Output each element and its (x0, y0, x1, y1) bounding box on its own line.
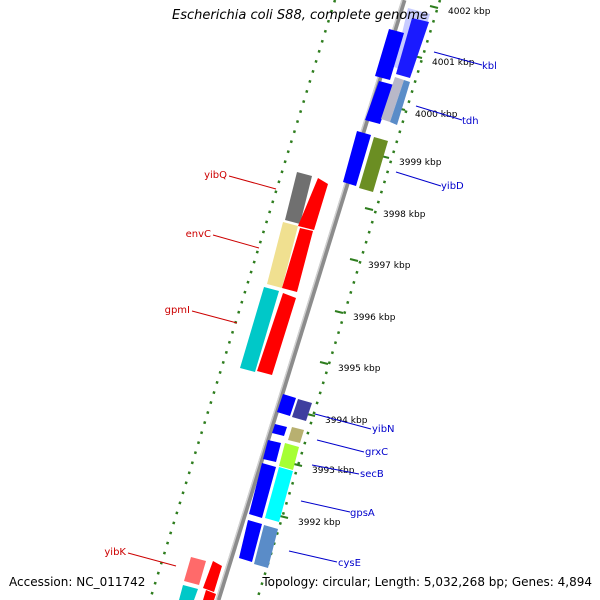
kbp-scale-labels: 4002 kbp 4001 kbp 4000 kbp 3999 kbp 3998… (298, 7, 491, 528)
gene-label-yibD[interactable]: yibD (441, 181, 464, 192)
gene-leader-line (191, 310, 238, 324)
gene-block-gpsA-blue[interactable] (249, 463, 276, 518)
gene-leader-line (433, 51, 483, 66)
gene-block-yibK[interactable] (203, 561, 222, 592)
gene-label-gpmI[interactable]: gpmI (165, 305, 190, 316)
gene-leader-line (212, 234, 260, 249)
kbp-major-tick (429, 5, 439, 9)
gene-block-yibN[interactable] (292, 399, 312, 421)
kbp-label: 3997 kbp (368, 261, 411, 271)
kbp-label: 3995 kbp (338, 364, 381, 374)
gene-block-yibK-pink[interactable] (184, 557, 206, 585)
gene-block-envC-yellow[interactable] (267, 222, 298, 288)
gene-leader-line (415, 105, 463, 121)
reverse-strand-features (179, 172, 328, 600)
gene-block-secB[interactable] (279, 443, 299, 470)
gene-block-cysE-blue[interactable] (239, 520, 262, 562)
gene-block-gpmI-cyan[interactable] (240, 287, 279, 372)
gene-label-yibQ[interactable]: yibQ (204, 170, 227, 181)
gene-leader-line (311, 464, 360, 475)
forward-gene-labels: kbl tdh yibD yibN grxC secB gpsA cysE (288, 51, 497, 569)
gene-block-secB-blue[interactable] (263, 440, 281, 462)
kbp-label: 3992 kbp (298, 518, 341, 528)
gene-block-gpmI[interactable] (257, 293, 296, 375)
kbp-label: 3999 kbp (399, 158, 442, 168)
kbp-label: 3996 kbp (353, 313, 396, 323)
gene-label-envC[interactable]: envC (186, 229, 211, 240)
kbp-major-tick (319, 361, 329, 365)
kbp-major-tick (364, 207, 374, 211)
gene-block-yibD-blue[interactable] (343, 131, 371, 186)
genome-backbone-highlight (215, 0, 403, 600)
gene-block-yibK-red2[interactable] (203, 590, 216, 600)
kbp-label: 4002 kbp (448, 7, 491, 17)
gene-block-kbl-arrow[interactable] (396, 18, 429, 78)
kbp-label: 3994 kbp (325, 416, 368, 426)
gene-block-yibK-cyan[interactable] (179, 585, 198, 600)
gene-block-gpsA[interactable] (265, 467, 293, 522)
gene-leader-line (127, 552, 177, 567)
gene-label-cysE[interactable]: cysE (338, 558, 361, 569)
gene-block-tdh[interactable] (365, 81, 394, 124)
gene-label-kbl[interactable]: kbl (482, 61, 497, 72)
gene-block-cysE[interactable] (254, 525, 278, 568)
gene-leader-line (316, 439, 365, 453)
gene-block-tdh-grey[interactable] (381, 77, 404, 122)
gene-label-yibK[interactable]: yibK (104, 547, 126, 558)
gene-leader-line (314, 413, 372, 430)
gene-label-gpsA[interactable]: gpsA (350, 508, 375, 519)
reverse-gene-labels: yibQ envC gpmI yibK (104, 170, 277, 567)
kbp-label: 3998 kbp (383, 210, 426, 220)
kbp-major-tick (293, 463, 303, 467)
gene-label-yibN[interactable]: yibN (372, 424, 395, 435)
gene-leader-line (395, 171, 442, 187)
kbp-major-tick (349, 258, 359, 262)
gene-block-yibN-blue[interactable] (277, 394, 296, 416)
gene-block-grxC-blue[interactable] (272, 424, 287, 436)
kbp-label: 4001 kbp (432, 58, 475, 68)
gene-block-envC[interactable] (282, 228, 313, 292)
gene-block-yibQ-grey[interactable] (285, 172, 312, 224)
kbp-label: 4000 kbp (415, 110, 458, 120)
gene-leader-line (300, 500, 351, 513)
gene-label-secB[interactable]: secB (360, 469, 384, 480)
kbp-label: 3993 kbp (312, 466, 355, 476)
gene-block-kbl[interactable] (375, 29, 404, 80)
gene-label-grxC[interactable]: grxC (365, 447, 388, 458)
accession-label: Accession: NC_011742 (9, 575, 146, 589)
gene-block-tdh-light[interactable] (390, 80, 410, 125)
reverse-strand-tick-track (148, 0, 337, 600)
gene-leader-line (288, 550, 338, 563)
gene-block-yibD[interactable] (359, 137, 388, 192)
kbp-major-tick (279, 515, 289, 519)
gene-block-grxC[interactable] (288, 427, 304, 443)
gene-leader-line (228, 175, 277, 190)
gene-block-yibQ[interactable] (298, 178, 328, 230)
forward-strand-features (239, 8, 430, 568)
topology-label: Topology: circular; Length: 5,032,268 bp… (262, 575, 592, 589)
gene-label-tdh[interactable]: tdh (462, 116, 479, 127)
map-title: Escherichia coli S88, complete genome (172, 8, 428, 23)
kbp-major-tick (334, 310, 344, 314)
kbp-major-tick (306, 413, 316, 417)
